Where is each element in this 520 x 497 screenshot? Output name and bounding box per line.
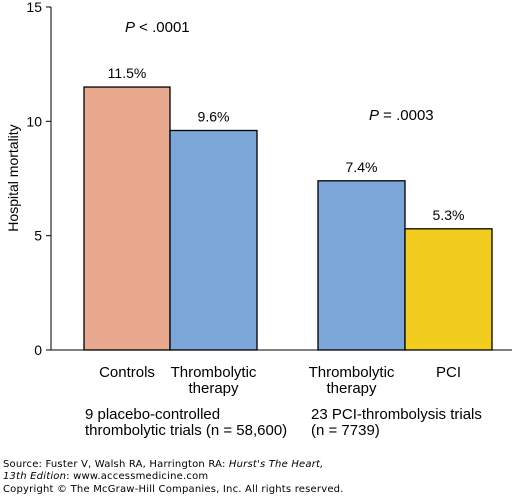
y-tick-label: 0 [34,342,42,358]
p-value-text: < .0001 [135,19,190,36]
book-title: Hurst's The Heart, [228,459,324,470]
p-value-text: = .0003 [379,107,434,124]
category-label: Controls [99,364,155,381]
source-edition-line: 13th Edition: www.accessmedicine.com [3,471,208,483]
copyright-notice: Copyright © The McGraw-Hill Companies, I… [3,484,344,495]
bar [317,180,406,351]
category-label: therapy [188,380,239,397]
bar-value-label: 11.5% [108,65,147,81]
book-edition: 13th Edition [3,471,67,482]
bar [169,129,258,351]
source-citation: Source: Fuster V, Walsh RA, Harrington R… [3,459,324,471]
y-tick-label: 10 [26,113,42,129]
trial-group-description: (n = 7739) [311,422,380,439]
bar-value-label: 9.6% [198,108,230,124]
category-label: therapy [326,380,377,397]
bar [83,86,171,351]
bar [404,228,493,351]
p-value-label: P = .0003 [369,107,434,124]
source-website: : www.accessmedicine.com [66,471,209,482]
category-label: Thrombolytic [309,364,395,381]
p-symbol: P [125,19,135,36]
y-axis-label: Hospital mortality [5,124,21,231]
category-label: Thrombolytic [171,364,257,381]
bar-value-label: 5.3% [433,207,465,223]
bar-value-label: 7.4% [346,159,378,175]
y-tick-label: 5 [34,228,42,244]
source-prefix: Source: Fuster V, Walsh RA, Harrington R… [3,459,229,470]
trial-group-description: 23 PCI-thrombolysis trials [311,406,482,423]
y-tick-label: 15 [26,0,42,15]
p-value-label: P < .0001 [125,19,190,36]
trial-group-description: thrombolytic trials (n = 58,600) [85,422,287,439]
trial-group-description: 9 placebo-controlled [85,406,220,423]
p-symbol: P [369,107,379,124]
category-label: PCI [436,364,461,381]
